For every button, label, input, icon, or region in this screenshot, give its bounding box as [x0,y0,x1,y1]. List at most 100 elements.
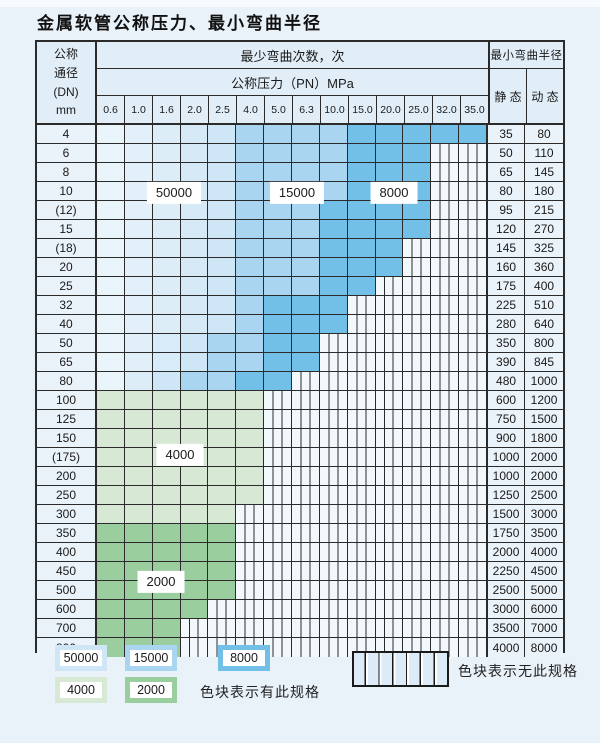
no-spec-cell [403,600,432,618]
dn-cell: 32 [37,296,97,314]
spec-cell [124,334,153,352]
spec-cell [97,163,125,181]
static-value-cell: 600 [488,391,526,409]
no-spec-cell [319,543,348,561]
spec-cell [264,239,293,257]
no-spec-cell [375,296,404,314]
no-spec-cell [319,353,348,371]
static-column-header: 静 态 [490,69,527,123]
dynamic-value-cell: 80 [525,125,564,143]
spec-cell [97,524,125,542]
no-spec-cell [431,372,460,390]
table-row: 100 600 1200 [37,391,564,410]
spec-cell [152,372,181,390]
no-spec-cell [375,505,404,523]
spec-cell [375,144,404,162]
static-value-cell: 2000 [488,543,526,561]
spec-cell [124,467,153,485]
table-row: 200 1000 2000 [37,467,564,486]
spec-cell [152,410,181,428]
spec-cell [264,315,293,333]
spec-cell [292,144,320,162]
dynamic-value-cell: 8000 [525,638,564,657]
static-value-cell: 3500 [488,619,526,637]
no-spec-cell [431,467,460,485]
spec-cell [319,182,348,200]
no-spec-cell [292,448,320,466]
static-value-cell: 390 [488,353,526,371]
no-spec-cell [431,524,460,542]
spec-cell [97,201,125,219]
no-spec-cell [347,391,376,409]
no-spec-cell [264,562,293,580]
no-spec-cell [431,391,460,409]
no-spec-cell [292,524,320,542]
band-value-label: 4000 [157,444,203,466]
spec-cell [208,258,237,276]
spec-cell [97,429,125,447]
no-spec-cell [375,467,404,485]
no-spec-cell [292,372,320,390]
no-spec-cell [403,429,432,447]
no-spec-cell [431,581,460,599]
no-spec-cell [292,391,320,409]
dynamic-value-cell: 1800 [525,429,564,447]
dynamic-value-cell: 4500 [525,562,564,580]
no-spec-cell [347,543,376,561]
no-spec-cell [347,600,376,618]
no-spec-cell [236,619,265,637]
spec-cell [97,144,125,162]
dn-cell: 65 [37,353,97,371]
no-spec-cell [347,505,376,523]
spec-cell [180,543,209,561]
no-spec-cell [347,429,376,447]
spec-cell [152,258,181,276]
spec-cell [97,562,125,580]
pressure-column-header: 20.0 [377,96,405,123]
spec-cell [347,144,376,162]
spec-cell [124,372,153,390]
page-title: 金属软管公称压力、最小弯曲半径 [37,14,322,34]
spec-cell [375,258,404,276]
no-spec-cell [375,524,404,542]
spec-cell [319,258,348,276]
spec-cell [208,201,237,219]
spec-cell [208,182,237,200]
no-spec-cell [459,334,489,352]
spec-cell [403,220,432,238]
spec-cell [292,315,320,333]
table-row: 450 2250 4500 [37,562,564,581]
legend-swatch-15000: 15000 [125,645,177,671]
no-spec-cell [459,182,489,200]
spec-cell [124,600,153,618]
dn-cell: 8 [37,163,97,181]
spec-cell [152,296,181,314]
table-row: 500 2500 5000 [37,581,564,600]
no-spec-cell [431,410,460,428]
no-spec-cell [403,486,432,504]
spec-cell [97,277,125,295]
pressure-column-header: 10.0 [321,96,349,123]
dynamic-value-cell: 400 [525,277,564,295]
static-value-cell: 2250 [488,562,526,580]
spec-cell [236,144,265,162]
radius-label: 最小弯曲半径 [490,42,563,69]
spec-cell [180,258,209,276]
pressure-column-header: 0.6 [97,96,125,123]
legend-swatch-4000: 4000 [55,677,107,703]
spec-cell [459,125,489,143]
spec-cell [152,486,181,504]
spec-cell [124,296,153,314]
no-spec-cell [264,638,293,657]
spec-cell [236,372,265,390]
spec-cell [347,125,376,143]
legend-has-spec-text: 色块表示有此规格 [200,684,320,700]
spec-cell [236,448,265,466]
no-spec-cell [431,429,460,447]
static-value-cell: 1250 [488,486,526,504]
dn-cell: 20 [37,258,97,276]
spec-cell [319,277,348,295]
static-value-cell: 95 [488,201,526,219]
dn-cell: 300 [37,505,97,523]
dn-cell: 600 [37,600,97,618]
